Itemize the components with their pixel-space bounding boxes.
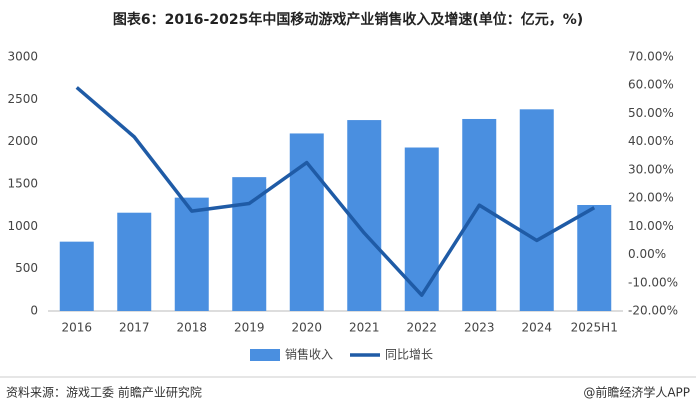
bar bbox=[232, 177, 267, 311]
y-tick-label: 2000 bbox=[7, 134, 38, 148]
legend-label: 同比增长 bbox=[385, 348, 433, 362]
line bbox=[75, 86, 596, 297]
bar bbox=[404, 147, 439, 311]
x-tick-label: 2017 bbox=[119, 321, 150, 335]
bar bbox=[519, 109, 554, 311]
y2-tick-label: 40.00% bbox=[628, 134, 674, 148]
x-tick-label: 2023 bbox=[464, 321, 495, 335]
x-tick-label: 2019 bbox=[234, 321, 265, 335]
x-tick-label: 2018 bbox=[176, 321, 207, 335]
x-tick-label: 2025H1 bbox=[571, 321, 618, 335]
y-tick-label: 3000 bbox=[7, 50, 38, 64]
y2-tick-label: 30.00% bbox=[628, 162, 674, 176]
y2-tick-label: 0.00% bbox=[628, 247, 666, 261]
x-tick-label: 2020 bbox=[291, 321, 322, 335]
bar bbox=[577, 204, 612, 311]
chart-title: 图表6：2016-2025年中国移动游戏产业销售收入及增速(单位：亿元，%) bbox=[113, 11, 583, 28]
bar bbox=[462, 118, 497, 311]
bar bbox=[289, 133, 324, 311]
y2-tick-label: 20.00% bbox=[628, 191, 674, 205]
credit: @前瞻经济学人APP bbox=[583, 385, 690, 400]
x-tick-label: 2016 bbox=[61, 321, 92, 335]
y2-tick-label: 60.00% bbox=[628, 78, 674, 92]
y-tick-label: 1000 bbox=[7, 219, 38, 233]
bar bbox=[117, 212, 152, 311]
y2-tick-label: 10.00% bbox=[628, 219, 674, 233]
x-tick-label: 2021 bbox=[349, 321, 380, 335]
y-tick-label: 1500 bbox=[7, 177, 38, 191]
y-tick-label: 2500 bbox=[7, 92, 38, 106]
legend-label: 销售收入 bbox=[285, 347, 333, 362]
bar bbox=[347, 120, 382, 312]
y2-tick-label: -10.00% bbox=[628, 275, 678, 289]
legend-swatch bbox=[250, 349, 280, 361]
bar bbox=[174, 197, 209, 311]
y2-tick-label: -20.00% bbox=[628, 304, 678, 318]
y-tick-label: 500 bbox=[15, 261, 38, 275]
source: 资料来源：游戏工委 前瞻产业研究院 bbox=[6, 385, 202, 400]
bar bbox=[59, 241, 94, 311]
y2-tick-label: 70.00% bbox=[628, 50, 674, 64]
x-tick-label: 2022 bbox=[406, 321, 437, 335]
y2-tick-label: 50.00% bbox=[628, 106, 674, 120]
x-tick-label: 2024 bbox=[521, 321, 552, 335]
y-tick-label: 0 bbox=[30, 304, 38, 318]
